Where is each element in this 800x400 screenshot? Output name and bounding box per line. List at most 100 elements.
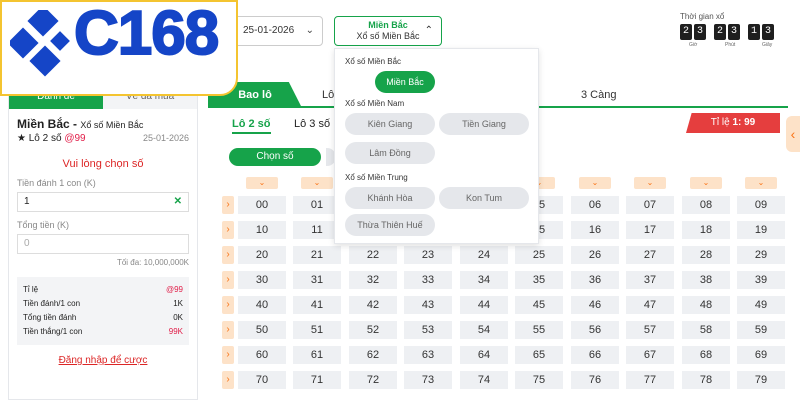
number-cell[interactable]: 24: [460, 246, 508, 264]
number-cell[interactable]: 55: [515, 321, 563, 339]
subtab-lo-2-so[interactable]: Lô 2 số: [232, 118, 271, 134]
number-cell[interactable]: 27: [626, 246, 674, 264]
number-cell[interactable]: 01: [293, 196, 341, 214]
row-select-arrow-icon[interactable]: ›: [222, 196, 234, 214]
tab-lo[interactable]: Lô: [322, 89, 335, 101]
number-cell[interactable]: 16: [571, 221, 619, 239]
number-cell[interactable]: 52: [349, 321, 397, 339]
number-cell[interactable]: 45: [515, 296, 563, 314]
number-cell[interactable]: 08: [682, 196, 730, 214]
region-option[interactable]: Khánh Hòa: [345, 187, 435, 209]
stake-input[interactable]: 1 ✕: [17, 192, 189, 212]
number-cell[interactable]: 61: [293, 346, 341, 364]
column-select-arrow-icon[interactable]: ⌄: [246, 177, 278, 189]
column-select-arrow-icon[interactable]: ⌄: [745, 177, 777, 189]
number-cell[interactable]: 30: [238, 271, 286, 289]
number-cell[interactable]: 37: [626, 271, 674, 289]
region-option[interactable]: Lâm Đồng: [345, 142, 435, 164]
column-select-arrow-icon[interactable]: ⌄: [301, 177, 333, 189]
number-cell[interactable]: 29: [737, 246, 785, 264]
number-cell[interactable]: 28: [682, 246, 730, 264]
number-cell[interactable]: 50: [238, 321, 286, 339]
number-cell[interactable]: 66: [571, 346, 619, 364]
number-cell[interactable]: 35: [515, 271, 563, 289]
number-cell[interactable]: 74: [460, 371, 508, 389]
row-select-arrow-icon[interactable]: ›: [222, 296, 234, 314]
number-cell[interactable]: 65: [515, 346, 563, 364]
number-cell[interactable]: 20: [238, 246, 286, 264]
number-cell[interactable]: 06: [571, 196, 619, 214]
number-cell[interactable]: 64: [460, 346, 508, 364]
number-cell[interactable]: 73: [404, 371, 452, 389]
total-input[interactable]: 0: [17, 234, 189, 254]
number-cell[interactable]: 09: [737, 196, 785, 214]
number-cell[interactable]: 56: [571, 321, 619, 339]
number-cell[interactable]: 31: [293, 271, 341, 289]
tab-3-cang[interactable]: 3 Càng: [581, 89, 617, 101]
number-cell[interactable]: 67: [626, 346, 674, 364]
number-cell[interactable]: 11: [293, 221, 341, 239]
number-cell[interactable]: 70: [238, 371, 286, 389]
number-cell[interactable]: 41: [293, 296, 341, 314]
number-cell[interactable]: 63: [404, 346, 452, 364]
number-cell[interactable]: 39: [737, 271, 785, 289]
region-option[interactable]: Thừa Thiên Huế: [345, 214, 435, 236]
row-select-arrow-icon[interactable]: ›: [222, 371, 234, 389]
number-cell[interactable]: 10: [238, 221, 286, 239]
chevron-left-icon[interactable]: ‹: [786, 116, 800, 152]
clear-icon[interactable]: ✕: [173, 196, 182, 207]
number-cell[interactable]: 00: [238, 196, 286, 214]
number-cell[interactable]: 60: [238, 346, 286, 364]
row-select-arrow-icon[interactable]: ›: [222, 346, 234, 364]
number-cell[interactable]: 32: [349, 271, 397, 289]
date-select[interactable]: 25-01-2026 ⌄: [228, 16, 323, 46]
number-cell[interactable]: 58: [682, 321, 730, 339]
login-to-bet-link[interactable]: Đăng nhập để cược: [58, 355, 148, 366]
number-cell[interactable]: 49: [737, 296, 785, 314]
row-select-arrow-icon[interactable]: ›: [222, 271, 234, 289]
number-cell[interactable]: 26: [571, 246, 619, 264]
number-cell[interactable]: 42: [349, 296, 397, 314]
quick-select-tab[interactable]: [326, 148, 336, 166]
number-cell[interactable]: 22: [349, 246, 397, 264]
number-cell[interactable]: 51: [293, 321, 341, 339]
number-cell[interactable]: 76: [571, 371, 619, 389]
row-select-arrow-icon[interactable]: ›: [222, 246, 234, 264]
column-select-arrow-icon[interactable]: ⌄: [634, 177, 666, 189]
number-cell[interactable]: 43: [404, 296, 452, 314]
number-cell[interactable]: 44: [460, 296, 508, 314]
row-select-arrow-icon[interactable]: ›: [222, 321, 234, 339]
number-cell[interactable]: 33: [404, 271, 452, 289]
number-cell[interactable]: 19: [737, 221, 785, 239]
number-cell[interactable]: 54: [460, 321, 508, 339]
number-cell[interactable]: 18: [682, 221, 730, 239]
number-cell[interactable]: 79: [737, 371, 785, 389]
number-cell[interactable]: 47: [626, 296, 674, 314]
number-cell[interactable]: 53: [404, 321, 452, 339]
number-cell[interactable]: 40: [238, 296, 286, 314]
choose-number-button[interactable]: Chọn số: [229, 148, 321, 166]
number-cell[interactable]: 62: [349, 346, 397, 364]
number-cell[interactable]: 36: [571, 271, 619, 289]
region-option[interactable]: Kon Tum: [439, 187, 529, 209]
number-cell[interactable]: 07: [626, 196, 674, 214]
number-cell[interactable]: 34: [460, 271, 508, 289]
number-cell[interactable]: 69: [737, 346, 785, 364]
number-cell[interactable]: 48: [682, 296, 730, 314]
region-option[interactable]: Kiên Giang: [345, 113, 435, 135]
number-cell[interactable]: 23: [404, 246, 452, 264]
number-cell[interactable]: 38: [682, 271, 730, 289]
number-cell[interactable]: 71: [293, 371, 341, 389]
column-select-arrow-icon[interactable]: ⌄: [690, 177, 722, 189]
row-select-arrow-icon[interactable]: ›: [222, 221, 234, 239]
number-cell[interactable]: 59: [737, 321, 785, 339]
region-option[interactable]: Tiền Giang: [439, 113, 529, 135]
number-cell[interactable]: 75: [515, 371, 563, 389]
number-cell[interactable]: 25: [515, 246, 563, 264]
number-cell[interactable]: 77: [626, 371, 674, 389]
number-cell[interactable]: 57: [626, 321, 674, 339]
number-cell[interactable]: 17: [626, 221, 674, 239]
number-cell[interactable]: 46: [571, 296, 619, 314]
region-select[interactable]: Miền Bắc Xổ số Miền Bắc ⌃: [334, 16, 442, 46]
region-option[interactable]: Miền Bắc: [375, 71, 435, 93]
